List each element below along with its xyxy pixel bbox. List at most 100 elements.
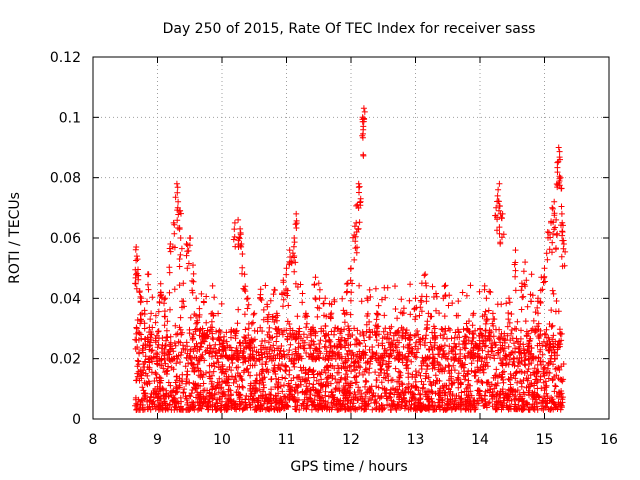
data-point bbox=[468, 360, 475, 367]
data-point bbox=[146, 380, 153, 387]
data-point bbox=[506, 356, 513, 363]
data-point bbox=[448, 373, 455, 380]
data-point bbox=[279, 361, 285, 368]
data-point bbox=[180, 280, 187, 287]
data-point bbox=[412, 374, 419, 381]
data-point bbox=[257, 291, 264, 298]
data-point bbox=[432, 406, 439, 413]
data-point bbox=[247, 372, 254, 379]
data-point bbox=[180, 345, 187, 352]
data-point bbox=[244, 295, 251, 302]
data-point bbox=[486, 399, 493, 406]
data-point bbox=[141, 359, 148, 365]
data-point bbox=[291, 268, 298, 275]
data-point bbox=[418, 293, 425, 300]
data-point bbox=[134, 373, 141, 380]
data-point bbox=[180, 390, 187, 396]
data-point bbox=[283, 271, 290, 278]
data-point bbox=[432, 390, 439, 397]
data-point bbox=[461, 344, 468, 351]
data-point bbox=[511, 355, 518, 362]
data-point bbox=[256, 386, 263, 393]
data-point bbox=[195, 406, 201, 413]
data-point bbox=[282, 362, 289, 369]
data-point bbox=[465, 396, 471, 403]
data-point bbox=[508, 330, 515, 337]
data-point bbox=[316, 295, 323, 302]
data-point bbox=[273, 395, 280, 402]
data-point bbox=[344, 288, 351, 295]
data-point bbox=[206, 392, 213, 399]
data-point bbox=[162, 360, 169, 367]
data-point bbox=[176, 224, 183, 231]
data-point bbox=[293, 384, 300, 391]
data-point bbox=[236, 372, 243, 379]
data-point bbox=[145, 271, 152, 278]
data-point bbox=[468, 367, 475, 374]
data-point bbox=[398, 296, 405, 303]
data-point bbox=[515, 363, 521, 370]
data-point bbox=[550, 340, 557, 347]
data-point bbox=[352, 367, 358, 374]
data-point bbox=[335, 325, 342, 332]
y-tick-label: 0.12 bbox=[50, 50, 81, 66]
data-point bbox=[342, 371, 349, 378]
data-point bbox=[505, 376, 512, 382]
data-point bbox=[517, 378, 524, 385]
data-point bbox=[393, 406, 400, 413]
data-point bbox=[247, 385, 253, 392]
data-point bbox=[489, 395, 496, 402]
data-point bbox=[293, 210, 300, 217]
data-point bbox=[361, 337, 368, 344]
data-point bbox=[498, 330, 505, 337]
data-point bbox=[159, 349, 166, 356]
data-point bbox=[477, 354, 483, 361]
data-point bbox=[135, 266, 141, 273]
data-point bbox=[383, 367, 390, 374]
data-point bbox=[448, 380, 455, 387]
data-point bbox=[364, 313, 371, 319]
data-point bbox=[483, 295, 490, 302]
data-point bbox=[458, 389, 465, 396]
data-point bbox=[415, 331, 422, 338]
data-point bbox=[230, 379, 237, 386]
data-point bbox=[526, 355, 533, 362]
data-point bbox=[407, 311, 414, 318]
data-point bbox=[414, 328, 421, 334]
data-point bbox=[453, 392, 460, 399]
data-point bbox=[188, 390, 195, 397]
data-point bbox=[247, 345, 254, 352]
data-point bbox=[241, 334, 248, 340]
data-point bbox=[515, 338, 522, 345]
data-point bbox=[233, 327, 240, 334]
data-point bbox=[165, 393, 172, 400]
data-point bbox=[492, 342, 499, 349]
data-point bbox=[512, 273, 519, 280]
data-point bbox=[373, 310, 380, 317]
data-point bbox=[445, 386, 452, 393]
data-point bbox=[156, 385, 163, 392]
data-point bbox=[551, 388, 558, 395]
data-point bbox=[539, 351, 546, 358]
data-point bbox=[334, 406, 341, 413]
data-point bbox=[475, 387, 482, 394]
data-point bbox=[270, 352, 277, 359]
data-point bbox=[265, 316, 271, 323]
data-point bbox=[379, 296, 385, 303]
data-point bbox=[375, 384, 382, 391]
data-point bbox=[329, 363, 336, 370]
data-point bbox=[312, 296, 319, 303]
data-point bbox=[317, 371, 324, 378]
data-point bbox=[286, 355, 293, 362]
data-point bbox=[503, 360, 510, 367]
data-point bbox=[548, 352, 555, 359]
data-point bbox=[429, 283, 436, 290]
data-point bbox=[381, 345, 388, 352]
data-point bbox=[409, 390, 416, 397]
data-point bbox=[394, 315, 401, 322]
data-point bbox=[357, 355, 364, 362]
data-point bbox=[275, 362, 282, 369]
data-point bbox=[390, 332, 397, 339]
data-point bbox=[165, 406, 171, 413]
data-point bbox=[242, 335, 249, 341]
